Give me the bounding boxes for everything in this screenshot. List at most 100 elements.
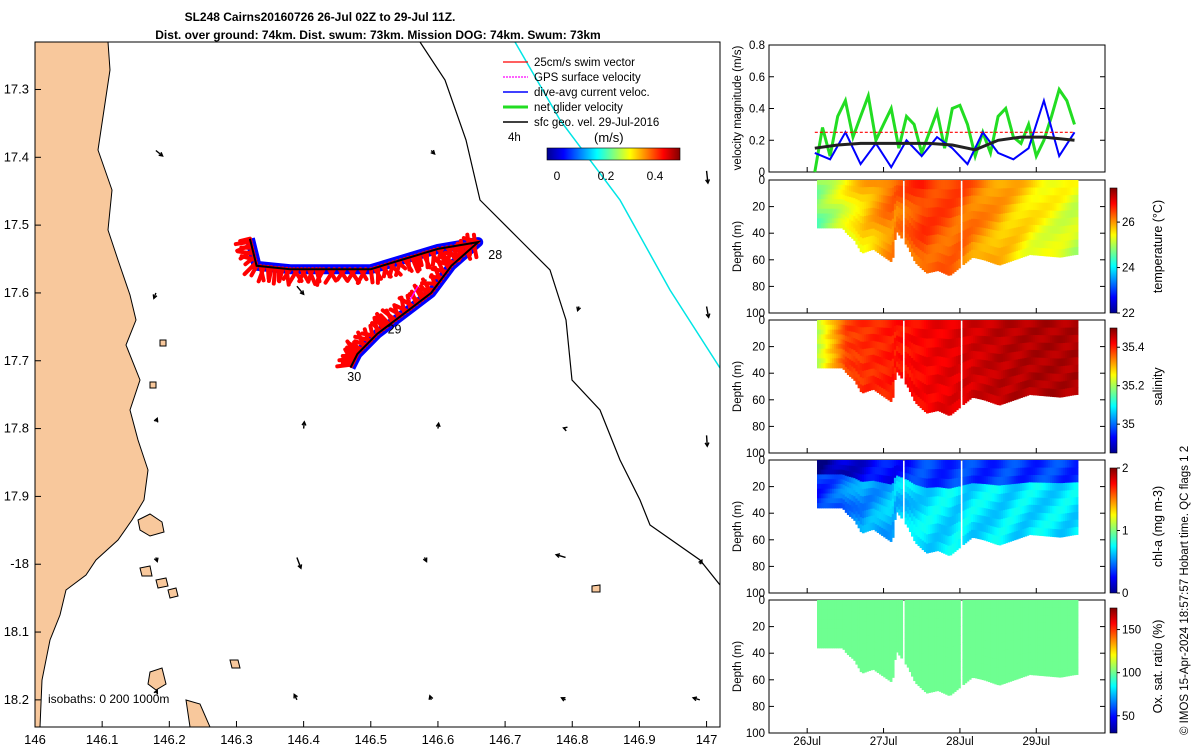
profile-cell bbox=[949, 358, 953, 368]
profile-cell bbox=[941, 366, 944, 376]
profile-cell bbox=[842, 189, 846, 196]
profile-cell bbox=[842, 469, 846, 476]
profile-cell bbox=[1035, 512, 1038, 521]
profile-cell bbox=[1052, 498, 1055, 507]
profile-cell bbox=[825, 488, 829, 494]
profile-cell bbox=[853, 228, 857, 235]
profile-cell bbox=[930, 460, 934, 470]
profile-cell bbox=[1073, 379, 1077, 388]
profile-cell bbox=[819, 638, 822, 644]
profile-cell bbox=[855, 237, 859, 245]
profile-cell bbox=[1060, 350, 1064, 359]
profile-cell bbox=[825, 609, 829, 615]
profile-cell bbox=[896, 356, 899, 363]
profile-cell bbox=[889, 385, 893, 394]
profile-cell bbox=[849, 336, 852, 344]
profile-cell bbox=[876, 518, 880, 526]
profile-cell bbox=[872, 228, 876, 237]
profile-cell bbox=[977, 219, 981, 228]
profile-cell bbox=[1022, 513, 1025, 522]
profile-cell bbox=[849, 622, 852, 629]
profile-cell bbox=[964, 649, 968, 659]
profile-cell bbox=[1058, 195, 1062, 204]
profile-cell bbox=[825, 334, 829, 340]
profile-cell bbox=[917, 197, 921, 207]
profile-cell bbox=[900, 611, 904, 618]
profile-cell bbox=[881, 615, 884, 624]
profile-cell bbox=[1011, 328, 1015, 337]
profile-cell bbox=[821, 479, 824, 485]
profile-cell bbox=[992, 361, 996, 371]
profile-cell bbox=[908, 370, 912, 378]
profile-cell bbox=[1043, 380, 1047, 389]
profile-cell bbox=[1003, 641, 1006, 651]
profile-cell bbox=[1007, 188, 1011, 197]
profile-cell bbox=[866, 635, 869, 644]
profile-cell bbox=[827, 339, 831, 345]
profile-cell bbox=[949, 469, 953, 480]
profile-cell bbox=[1026, 490, 1030, 499]
profile-cell bbox=[842, 479, 846, 486]
profile-cell bbox=[941, 253, 944, 264]
profile-cell bbox=[1045, 467, 1049, 476]
profile-cell bbox=[926, 263, 929, 274]
profile-cell bbox=[936, 216, 940, 226]
profile-cell bbox=[1015, 327, 1019, 337]
profile-cell bbox=[1052, 521, 1055, 530]
profile-cell bbox=[970, 631, 974, 640]
profile-cell bbox=[898, 638, 901, 645]
profile-cell bbox=[926, 254, 929, 265]
depth-tick-label: 40 bbox=[752, 508, 765, 520]
profile-cell bbox=[904, 600, 908, 607]
profile-cell bbox=[829, 474, 833, 480]
profile-cell bbox=[919, 180, 923, 190]
profile-cell bbox=[821, 208, 824, 214]
profile-cell bbox=[949, 507, 953, 518]
profile-cell bbox=[955, 609, 959, 619]
profile-cell bbox=[889, 352, 893, 362]
profile-cell bbox=[885, 320, 889, 329]
profile-cell bbox=[1026, 622, 1030, 631]
profile-cell bbox=[1050, 482, 1053, 492]
profile-cell bbox=[962, 230, 966, 240]
profile-cell bbox=[1050, 202, 1053, 212]
profile-cell bbox=[1065, 210, 1068, 219]
profile-cell bbox=[953, 469, 957, 479]
profile-cell bbox=[900, 640, 904, 647]
profile-cell bbox=[1003, 468, 1006, 478]
profile-cell bbox=[926, 525, 929, 535]
profile-cell bbox=[964, 204, 968, 214]
profile-cell bbox=[1065, 505, 1068, 514]
profile-cell bbox=[1007, 377, 1011, 386]
profile-cell bbox=[876, 378, 880, 386]
profile-cell bbox=[1005, 188, 1008, 198]
profile-cell bbox=[919, 223, 923, 234]
profile-cell bbox=[900, 226, 904, 233]
profile-cell bbox=[1069, 527, 1073, 536]
profile-cell bbox=[834, 628, 837, 634]
profile-cell bbox=[1065, 350, 1068, 359]
profile-cell bbox=[1015, 639, 1019, 648]
profile-cell bbox=[861, 600, 865, 608]
profile-cell bbox=[926, 385, 929, 395]
profile-cell bbox=[964, 624, 968, 634]
profile-cell bbox=[879, 320, 882, 328]
profile-cell bbox=[859, 244, 863, 253]
profile-cell bbox=[1003, 460, 1006, 469]
profile-cell bbox=[964, 188, 968, 198]
profile-cell bbox=[1052, 335, 1055, 344]
profile-cell bbox=[1005, 344, 1008, 354]
geo-arrow bbox=[301, 420, 307, 429]
profile-cell bbox=[831, 339, 835, 345]
profile-cell bbox=[915, 246, 919, 256]
profile-cell bbox=[988, 180, 991, 189]
profile-cell bbox=[831, 208, 835, 214]
profile-cell bbox=[879, 327, 882, 336]
profile-cell bbox=[1000, 345, 1004, 355]
profile-cell bbox=[887, 500, 891, 509]
map-frame bbox=[34, 41, 721, 728]
profile-cell bbox=[1071, 372, 1075, 381]
profile-cell bbox=[1022, 483, 1025, 492]
profile-cell bbox=[896, 180, 899, 186]
profile-cell bbox=[1013, 655, 1017, 665]
